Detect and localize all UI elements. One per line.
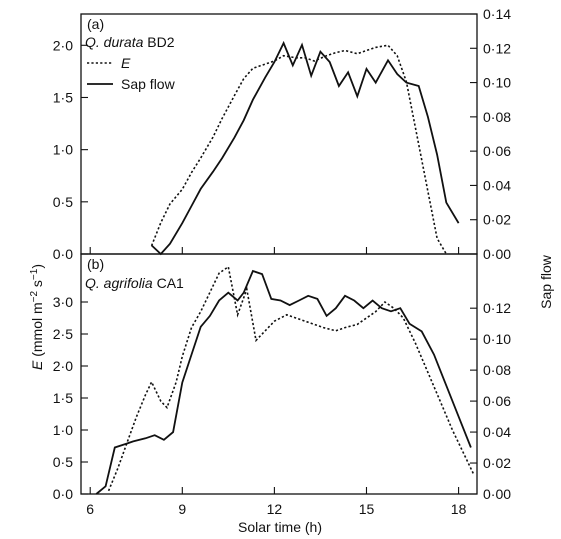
left-tick-label-b: 1·5 (53, 390, 73, 406)
right-tick-label-b: 0·10 (483, 331, 511, 347)
panel-b-frame (80, 253, 478, 495)
left-tick-label-a: 0·5 (53, 194, 73, 210)
panel-a: 0·0 0·5 1·0 1·5 2·0 0·00 0·02 0·04 0·06 0·08 0·10 0… (53, 6, 511, 262)
y-axis-right-title: Sap flow (538, 254, 554, 309)
right-tick-label-b: 0·02 (483, 455, 511, 471)
right-tick-label-a: 0·02 (483, 212, 511, 228)
sapflow-line-a (150, 40, 460, 256)
right-tick-label-b: 0·08 (483, 362, 511, 378)
right-tick-label-b: 0·12 (483, 300, 511, 316)
right-tick-label-a: 0·10 (483, 75, 511, 91)
legend-e-label: E (121, 55, 131, 71)
panel-label-a: (a) (87, 16, 104, 32)
y-axis-left-title: E (mmol m−2 s−1) (29, 264, 45, 370)
x-axis-ticks: 6 9 12 15 18 (86, 501, 466, 517)
right-tick-label-a: 0·14 (483, 6, 511, 22)
right-tick-label-b: 0·04 (483, 424, 511, 440)
right-tick-label-a: 0·08 (483, 109, 511, 125)
species-label-a: Q. durata BD2 (85, 34, 175, 50)
left-tick-label-b: 2·5 (53, 326, 73, 342)
right-tick-label-a: 0·00 (483, 246, 511, 262)
species-label-b: Q. agrifolia CA1 (85, 275, 184, 291)
legend-sapflow-label: Sap flow (121, 76, 176, 92)
left-tick-label-b: 0·0 (53, 486, 73, 502)
panel-a-frame (80, 13, 478, 255)
e-line-b (107, 265, 475, 492)
left-tick-label-a: 0·0 (53, 246, 73, 262)
panel-b: 0·0 0·5 1·0 1·5 2·0 2·5 3·0 0·00 0·02 0·04 0·06 0·0… (53, 253, 511, 502)
right-tick-label-a: 0·04 (483, 177, 511, 193)
right-tick-label-b: 0·00 (483, 486, 511, 502)
left-tick-label-b: 3·0 (53, 294, 73, 310)
x-tick-label: 15 (359, 501, 375, 517)
x-axis-title: Solar time (h) (238, 519, 322, 535)
right-tick-label-b: 0·06 (483, 393, 511, 409)
panel-label-b: (b) (87, 256, 104, 272)
left-tick-label-a: 1·0 (53, 142, 73, 158)
right-tick-label-a: 0·12 (483, 40, 511, 56)
left-tick-label-b: 0·5 (53, 454, 73, 470)
left-tick-label-a: 1·5 (53, 89, 73, 105)
left-tick-label-a: 2·0 (53, 37, 73, 53)
x-tick-label: 9 (178, 501, 186, 517)
right-tick-label-a: 0·06 (483, 143, 511, 159)
left-tick-label-b: 1·0 (53, 422, 73, 438)
x-tick-label: 12 (267, 501, 283, 517)
e-line-a (150, 44, 447, 255)
sapflow-line-b (95, 269, 472, 495)
x-tick-label: 6 (86, 501, 94, 517)
left-tick-label-b: 2·0 (53, 358, 73, 374)
x-tick-label: 18 (451, 501, 467, 517)
